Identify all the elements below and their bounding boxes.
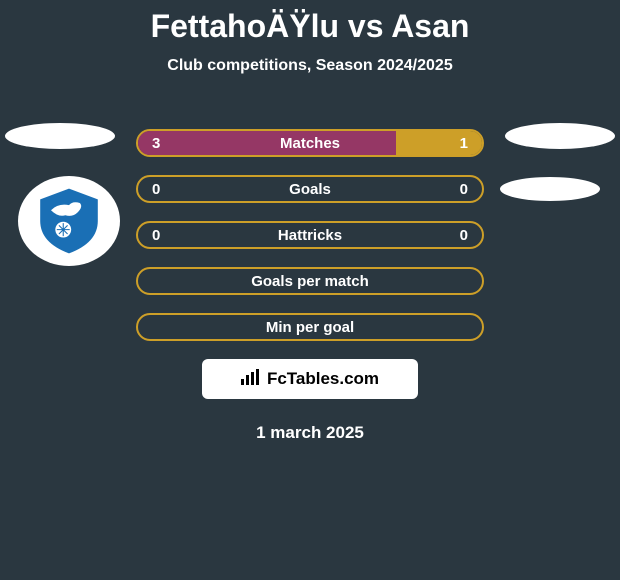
bar-segment-left: [138, 131, 396, 155]
date-label: 1 march 2025: [0, 423, 620, 443]
page-subtitle: Club competitions, Season 2024/2025: [0, 57, 620, 75]
player-placeholder-left: [5, 123, 115, 149]
bar-segment-right: [396, 131, 482, 155]
stat-right-value: 1: [460, 135, 468, 152]
player-placeholder-right-1: [505, 123, 615, 149]
club-badge: [18, 176, 120, 266]
stat-bar: Goals 0 0: [136, 175, 484, 203]
stat-left-value: 3: [152, 135, 160, 152]
stat-right-value: 0: [460, 227, 468, 244]
stat-label: Hattricks: [278, 227, 342, 244]
chart-icon: [241, 369, 261, 390]
stat-bar: Matches 3 1: [136, 129, 484, 157]
player-placeholder-right-2: [500, 177, 600, 201]
page-title: FettahoÄŸlu vs Asan: [0, 0, 620, 45]
stat-bar: Goals per match: [136, 267, 484, 295]
stat-left-value: 0: [152, 227, 160, 244]
brand-box[interactable]: FcTables.com: [202, 359, 418, 399]
stat-right-value: 0: [460, 181, 468, 198]
brand-label: FcTables.com: [267, 369, 379, 389]
shield-icon: [33, 185, 105, 257]
stat-bar: Min per goal: [136, 313, 484, 341]
stat-label: Min per goal: [266, 319, 354, 336]
stat-bar: Hattricks 0 0: [136, 221, 484, 249]
stat-label: Goals per match: [251, 273, 369, 290]
stat-label: Matches: [280, 135, 340, 152]
stat-left-value: 0: [152, 181, 160, 198]
stat-label: Goals: [289, 181, 331, 198]
